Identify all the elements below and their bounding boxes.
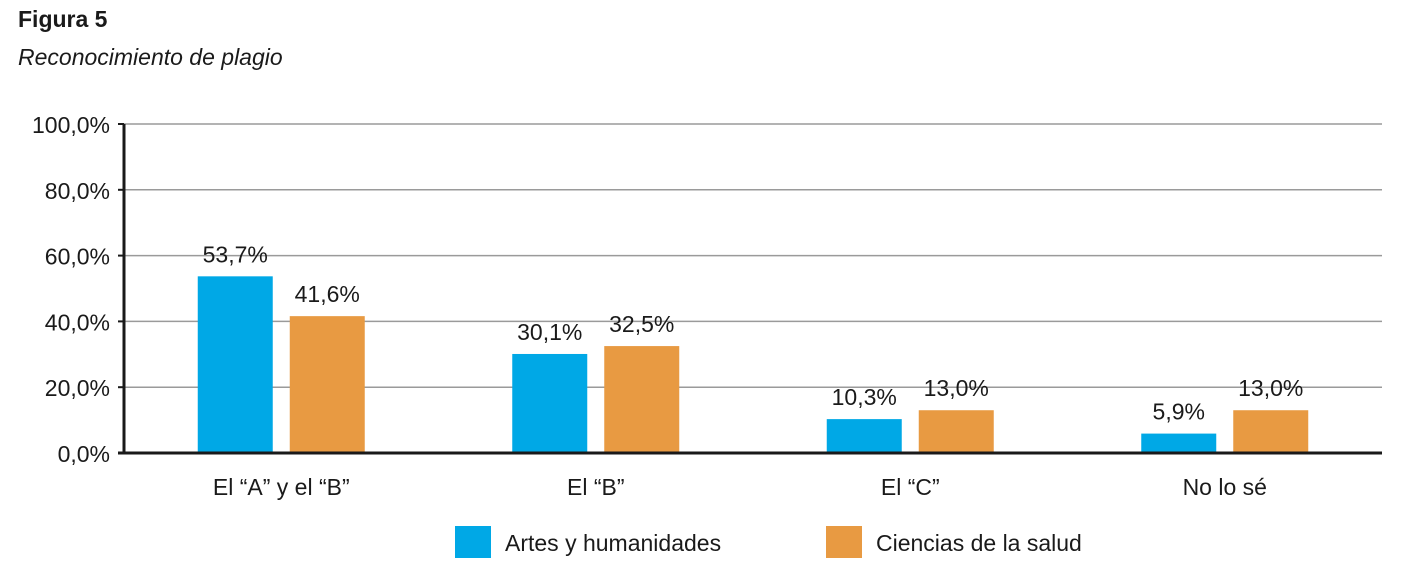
bar — [826, 419, 902, 453]
y-tick-label: 100,0% — [32, 112, 110, 138]
x-tick-label: El “C” — [881, 474, 940, 500]
y-tick-label: 20,0% — [45, 375, 110, 401]
legend-entry: Ciencias de la salud — [876, 530, 1082, 556]
bar — [512, 353, 588, 453]
y-tick-label: 40,0% — [45, 309, 110, 335]
bar — [918, 410, 994, 453]
data-label: 13,0% — [1238, 375, 1303, 401]
x-tick-label: El “A” y el “B” — [213, 474, 350, 500]
bar — [1233, 410, 1309, 453]
labels: 53,7% 41,6% 30,1% 32,5% 10,3% 13,0% 5,9% 13,0% — [203, 241, 1304, 424]
bar — [604, 346, 680, 453]
legend: Artes y humanidades Ciencias de la salud — [455, 526, 1082, 558]
x-tick-label: El “B” — [567, 474, 625, 500]
axes: 0,0% 20,0% 40,0% 60,0% 80,0% 100,0% El “A” y e… — [32, 112, 1382, 500]
data-label: 32,5% — [609, 311, 674, 337]
data-label: 41,6% — [295, 281, 360, 307]
data-label: 13,0% — [924, 375, 989, 401]
legend-swatch — [455, 526, 491, 558]
y-tick-label: 80,0% — [45, 178, 110, 204]
data-label: 30,1% — [517, 319, 582, 345]
legend-entry: Artes y humanidades — [505, 530, 721, 556]
y-tick-label: 0,0% — [58, 441, 110, 467]
legend-swatch — [826, 526, 862, 558]
data-label: 53,7% — [203, 241, 268, 267]
bars — [197, 276, 1309, 453]
figure-label: Figura 5 — [18, 6, 108, 32]
figure-subtitle: Reconocimiento de plagio — [18, 44, 283, 70]
data-label: 5,9% — [1153, 399, 1205, 425]
bar — [289, 316, 365, 453]
y-tick-label: 60,0% — [45, 244, 110, 270]
bar — [197, 276, 273, 453]
data-label: 10,3% — [832, 384, 897, 410]
x-tick-label: No lo sé — [1183, 474, 1267, 500]
bar — [1141, 433, 1217, 453]
